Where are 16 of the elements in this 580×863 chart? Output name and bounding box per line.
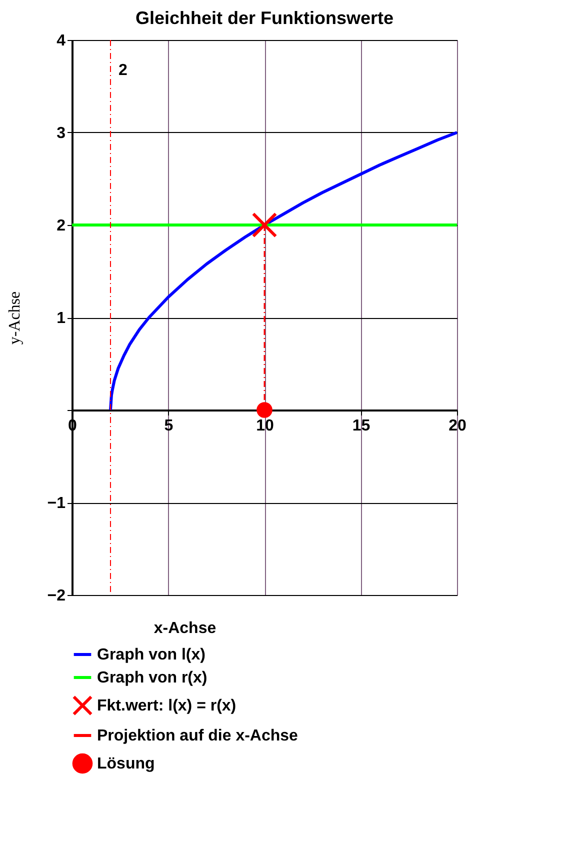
y-tick-label: −2 xyxy=(47,588,66,604)
legend-label: Graph von l(x) xyxy=(97,646,206,664)
legend-label: Graph von r(x) xyxy=(97,670,208,686)
y-tick-label: 4 xyxy=(56,32,66,50)
chart-title: Gleichheit der Funktionswerte xyxy=(135,8,394,28)
x-axis-title: x-Achse xyxy=(154,620,216,637)
y-tick-label: −1 xyxy=(47,495,66,512)
legend-label: Fkt.wert: l(x) = r(x) xyxy=(97,698,236,714)
y-tick-label: 3 xyxy=(56,125,66,142)
line-series xyxy=(109,131,458,412)
legend-label: Projektion auf die x-Achse xyxy=(97,728,298,744)
y-tick-label: 2 xyxy=(56,218,66,234)
y-tick-label: 1 xyxy=(56,310,66,327)
ref-line-label: 2 xyxy=(118,62,128,79)
legend-label: Lösung xyxy=(97,756,155,772)
y-axis-title: y-Achse xyxy=(6,291,24,345)
